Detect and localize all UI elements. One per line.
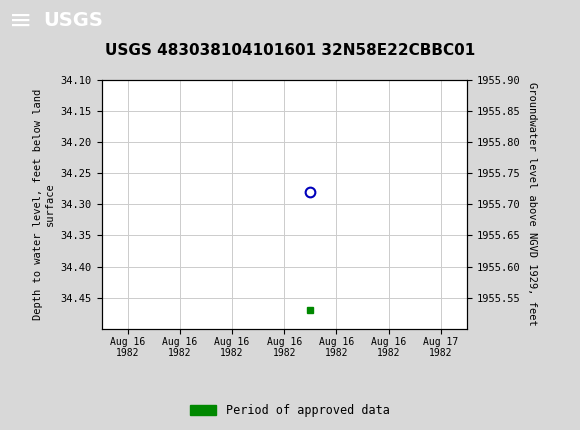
- Y-axis label: Groundwater level above NGVD 1929, feet: Groundwater level above NGVD 1929, feet: [527, 83, 537, 326]
- Legend: Period of approved data: Period of approved data: [186, 399, 394, 422]
- Y-axis label: Depth to water level, feet below land
surface: Depth to water level, feet below land su…: [34, 89, 55, 320]
- Text: USGS: USGS: [44, 11, 103, 30]
- Text: ≡: ≡: [9, 6, 32, 35]
- Text: USGS 483038104101601 32N58E22CBBC01: USGS 483038104101601 32N58E22CBBC01: [105, 43, 475, 58]
